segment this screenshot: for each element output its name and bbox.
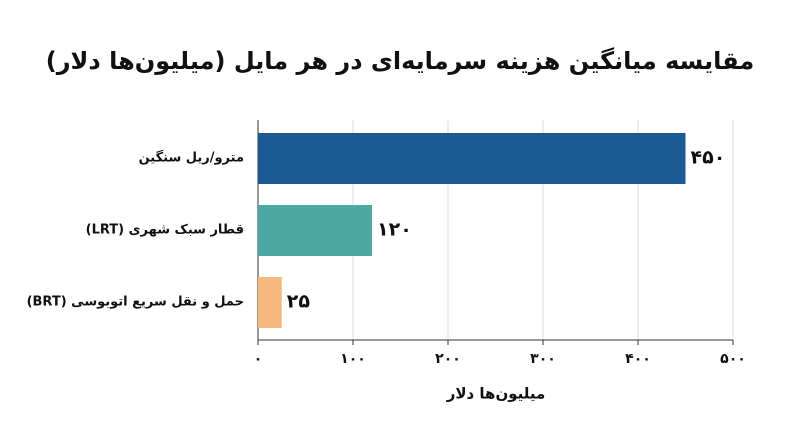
bar bbox=[258, 277, 282, 328]
bar bbox=[258, 133, 686, 184]
x-tick-label: ۵۰۰ bbox=[720, 351, 746, 367]
x-tick-label: ۳۰۰ bbox=[530, 351, 556, 367]
y-tick-label: مترو/ریل سنگین bbox=[139, 150, 244, 166]
y-tick-label: قطار سبک شهری (LRT) bbox=[86, 223, 244, 238]
x-tick-label: ۴۰۰ bbox=[625, 351, 651, 367]
chart-title: مقایسه میانگین هزینه سرمایه‌ای در هر مای… bbox=[46, 47, 755, 75]
x-tick-label: ۲۰۰ bbox=[435, 351, 461, 367]
x-tick-label: ۰ bbox=[254, 351, 263, 367]
data-label: ۴۵۰ bbox=[691, 147, 726, 169]
data-label: ۲۵ bbox=[287, 291, 311, 313]
data-label: ۱۲۰ bbox=[377, 219, 412, 241]
bar bbox=[258, 205, 372, 256]
y-tick-label: حمل و نقل سریع اتوبوسی (BRT) bbox=[27, 295, 244, 310]
x-axis-label: میلیون‌ها دلار bbox=[446, 385, 546, 403]
x-tick-label: ۱۰۰ bbox=[340, 351, 366, 367]
